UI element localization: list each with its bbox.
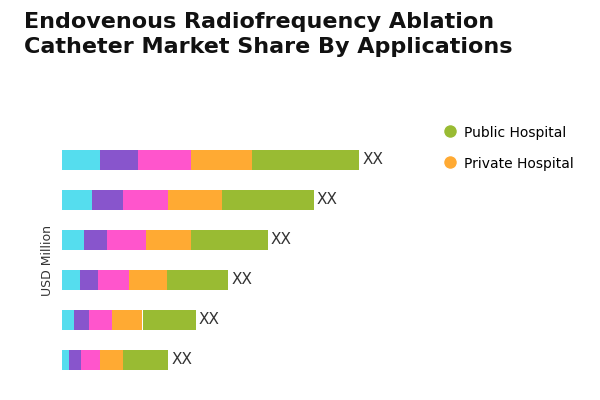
Bar [62,190,92,210]
Bar [80,270,98,290]
Bar [167,270,228,290]
Bar [100,350,122,370]
Bar [62,310,74,330]
Bar [253,150,359,170]
Bar [62,270,80,290]
Text: XX: XX [172,352,193,368]
Text: XX: XX [199,312,220,328]
Bar [122,190,169,210]
Bar [112,310,142,330]
Bar [191,230,268,250]
Text: XX: XX [362,152,383,168]
Bar [92,190,122,210]
Bar [138,150,191,170]
Bar [107,230,146,250]
Bar [146,230,191,250]
Bar [122,350,169,370]
Bar [62,150,100,170]
Bar [191,150,253,170]
Bar [98,270,129,290]
Bar [85,230,107,250]
Bar [169,190,222,210]
Bar [62,350,69,370]
Bar [222,190,314,210]
Bar [74,310,89,330]
Text: XX: XX [231,272,252,288]
Bar [100,150,138,170]
Bar [62,230,85,250]
Text: Endovenous Radiofrequency Ablation
Catheter Market Share By Applications: Endovenous Radiofrequency Ablation Cathe… [24,12,512,57]
Bar [69,350,82,370]
Bar [143,310,196,330]
Bar [89,310,112,330]
Legend: Public Hospital, Private Hospital: Public Hospital, Private Hospital [439,119,581,178]
Text: XX: XX [317,192,338,208]
Bar [82,350,100,370]
Y-axis label: USD Million: USD Million [41,224,55,296]
Bar [129,270,167,290]
Text: XX: XX [271,232,292,248]
